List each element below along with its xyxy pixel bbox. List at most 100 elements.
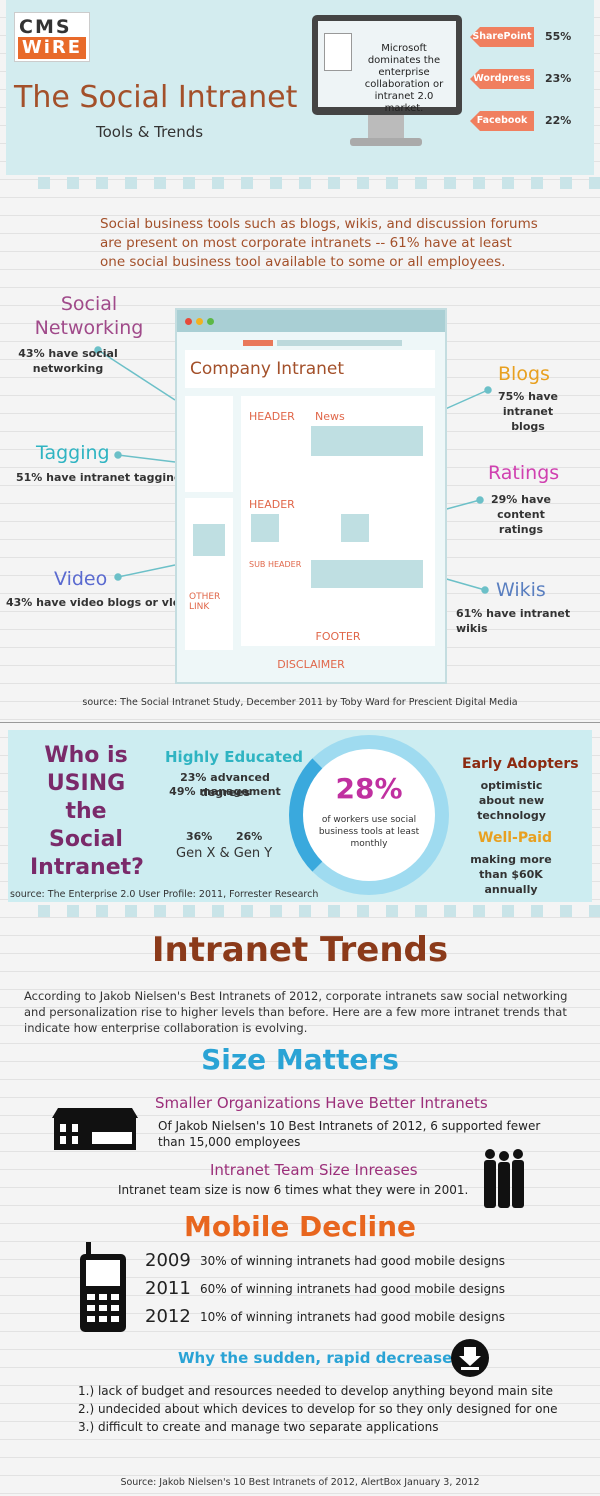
- monitor: Microsoft dominates the enterprise colla…: [312, 15, 462, 115]
- title: The Social Intranet: [14, 80, 298, 115]
- dot: [185, 318, 192, 325]
- feature-title: Tagging: [36, 442, 110, 464]
- browser-mockup: Company Intranet OTHER LINK HEADER News …: [175, 308, 447, 684]
- connector: [442, 499, 481, 511]
- center-value: 28%: [335, 772, 403, 805]
- feature-title: Wikis: [496, 579, 546, 601]
- platform-value: 23%: [545, 72, 572, 85]
- reason: 2.) undecided about which devices to dev…: [78, 1402, 558, 1416]
- download-icon: [451, 1339, 489, 1377]
- mockup-text: HEADER: [249, 410, 295, 423]
- connector: [442, 389, 489, 411]
- nav: [277, 340, 402, 346]
- decor-square: [357, 905, 369, 917]
- item-text: Of Jakob Nielsen's 10 Best Intranets of …: [158, 1119, 541, 1149]
- feature-title: Blogs: [498, 363, 550, 385]
- decor-square: [125, 177, 137, 189]
- mockup-text: DISCLAIMER: [277, 658, 345, 671]
- image: [341, 514, 369, 542]
- sidebar: [185, 396, 233, 492]
- feature-title: Social Networking: [34, 293, 144, 339]
- reason: 1.) lack of budget and resources needed …: [78, 1384, 554, 1398]
- decor: [0, 905, 600, 919]
- who-text: optimistic about new technology: [477, 779, 546, 822]
- source: source: The Social Intranet Study, Decem…: [82, 697, 518, 708]
- decor-square: [328, 905, 340, 917]
- feature-text: 43% have social networking: [18, 347, 118, 375]
- mockup-text: OTHER LINK: [189, 592, 221, 612]
- decor: [0, 177, 600, 191]
- phone-icon: [80, 1242, 126, 1332]
- who-text: 23% advanced degrees: [180, 771, 270, 799]
- decor-square: [67, 905, 79, 917]
- decor-square: [125, 905, 137, 917]
- image: [311, 560, 423, 588]
- source: source: The Enterprise 2.0 User Profile:…: [10, 889, 319, 900]
- decor-square: [444, 905, 456, 917]
- decor-square: [560, 177, 572, 189]
- connector: [117, 564, 176, 578]
- sidebar: [185, 498, 233, 650]
- decor-square: [415, 177, 427, 189]
- decor-square: [183, 177, 195, 189]
- decor-square: [212, 905, 224, 917]
- decor-square: [415, 905, 427, 917]
- decor-square: [241, 177, 253, 189]
- building-icon: [52, 1108, 138, 1150]
- logo-text: WiRE: [18, 37, 86, 59]
- dot: [207, 318, 214, 325]
- connector: [117, 454, 176, 463]
- decor-square: [183, 905, 195, 917]
- decor-square: [502, 905, 514, 917]
- monitor-stand: [368, 115, 404, 140]
- decor-square: [212, 177, 224, 189]
- feature-text: 51% have intranet tagging: [16, 471, 182, 484]
- monitor-text: Microsoft dominates the enterprise colla…: [364, 43, 444, 114]
- decor-square: [270, 905, 282, 917]
- trends-title: Intranet Trends: [151, 930, 449, 970]
- decor-square: [96, 177, 108, 189]
- mockup-title: Company Intranet: [190, 359, 345, 379]
- year-text: 10% of winning intranets had good mobile…: [200, 1310, 505, 1324]
- who-heading: Highly Educated: [165, 748, 304, 766]
- trends-intro: According to Jakob Nielsen's Best Intran…: [24, 989, 568, 1035]
- browser-bar: [177, 310, 445, 332]
- intro: Social business tools such as blogs, wik…: [100, 216, 538, 270]
- who-text: making more than $60K annually: [470, 853, 552, 896]
- people-icon: [484, 1149, 524, 1208]
- year: 2009: [145, 1250, 191, 1271]
- who-title: Who is USING the Social Intranet?: [30, 743, 144, 880]
- item-title: Smaller Organizations Have Better Intran…: [155, 1094, 488, 1112]
- decor-square: [502, 177, 514, 189]
- who-text: 49% management: [169, 785, 281, 798]
- monitor-base: [350, 138, 422, 146]
- reason: 3.) difficult to create and manage two s…: [78, 1420, 439, 1434]
- decor-square: [386, 177, 398, 189]
- item-text: Intranet team size is now 6 times what t…: [118, 1183, 469, 1197]
- platform-value: 22%: [545, 114, 572, 127]
- mockup-text: SUB HEADER: [249, 560, 302, 569]
- mockup-text: News: [315, 410, 345, 423]
- image: [311, 426, 423, 456]
- star-box: [193, 524, 225, 556]
- year-text: 30% of winning intranets had good mobile…: [200, 1254, 505, 1268]
- year: 2011: [145, 1278, 191, 1299]
- decor-square: [299, 177, 311, 189]
- image: [251, 514, 279, 542]
- feature-text: 75% have intranet blogs: [497, 390, 559, 433]
- section-heading: Mobile Decline: [183, 1210, 417, 1243]
- question: Why the sudden, rapid decrease?: [178, 1349, 461, 1367]
- decor-square: [473, 177, 485, 189]
- platform-tag: Wordpress: [470, 69, 534, 89]
- decor-square: [328, 177, 340, 189]
- decor-square: [67, 177, 79, 189]
- nav: [243, 340, 273, 346]
- banner: [185, 350, 435, 388]
- decor-square: [299, 905, 311, 917]
- decor-square: [38, 905, 50, 917]
- connector: [97, 349, 176, 401]
- connector: [442, 577, 486, 591]
- who-text: 36%: [186, 830, 213, 843]
- feature-title: Ratings: [488, 462, 560, 484]
